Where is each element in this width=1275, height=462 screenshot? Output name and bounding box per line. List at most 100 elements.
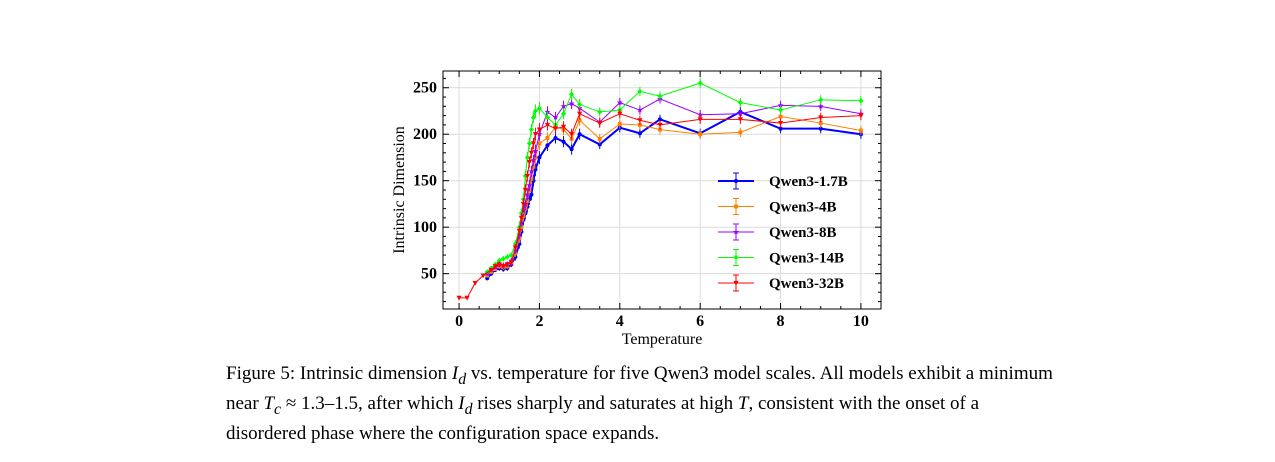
data-point	[737, 110, 744, 117]
y-tick-label: 150	[413, 173, 437, 190]
data-point	[537, 155, 542, 160]
data-point	[512, 245, 518, 251]
x-axis-label: Temperature	[622, 331, 703, 348]
data-point	[560, 111, 567, 117]
data-point	[737, 117, 743, 122]
data-point	[529, 176, 534, 181]
data-point	[537, 141, 542, 146]
data-point	[520, 207, 527, 213]
data-point	[778, 126, 783, 131]
data-point	[858, 113, 864, 119]
y-tick-label: 250	[413, 80, 437, 97]
legend-swatch-marker	[733, 254, 739, 261]
legend-label: Qwen3-32B	[769, 276, 844, 292]
data-point	[568, 132, 575, 137]
legend-swatch-marker	[734, 204, 738, 209]
legend-entry: Qwen3-4B	[718, 198, 837, 216]
data-point	[568, 100, 575, 107]
data-point	[552, 126, 559, 132]
data-point	[657, 117, 663, 122]
data-point	[569, 147, 574, 152]
data-point	[525, 199, 530, 204]
data-point	[777, 120, 784, 126]
legend-entry: Qwen3-14B	[718, 249, 844, 267]
data-point	[777, 107, 784, 113]
data-point	[858, 128, 863, 133]
data-point	[637, 131, 642, 136]
data-point	[520, 201, 526, 207]
caption-sym-T: T	[263, 392, 275, 414]
figure-caption: Figure 5: Intrinsic dimension Id vs. tem…	[226, 362, 1056, 446]
legend-entry: Qwen3-32B	[718, 274, 844, 292]
data-point	[544, 122, 551, 128]
x-tick-label: 4	[616, 313, 624, 330]
x-tick-label: 0	[455, 313, 463, 330]
data-point	[524, 154, 530, 161]
data-point	[544, 108, 551, 115]
caption-sym-T2: T	[737, 392, 749, 414]
data-point	[698, 132, 703, 137]
data-point	[577, 101, 583, 108]
legend-entry: Qwen3-1.7B	[718, 172, 848, 190]
caption-part2: vs. temperature for five Qwen3 model sca…	[226, 363, 1053, 414]
caption-sub-c: c	[274, 400, 282, 418]
legend-swatch-marker	[733, 228, 739, 235]
data-point	[472, 280, 478, 286]
data-point	[568, 91, 575, 97]
legend-swatch-marker	[733, 178, 739, 184]
data-point	[536, 127, 543, 133]
data-point	[657, 122, 663, 128]
data-point	[560, 124, 567, 130]
y-tick-label: 200	[413, 126, 437, 143]
data-point	[597, 142, 602, 147]
caption-sym-I2: I	[458, 392, 465, 414]
data-point	[536, 105, 543, 111]
data-point	[492, 264, 498, 269]
data-point	[553, 135, 558, 141]
data-point	[616, 99, 623, 106]
data-point	[858, 98, 864, 104]
data-point	[552, 114, 559, 121]
data-point	[524, 173, 530, 179]
x-tick-label: 8	[777, 313, 785, 330]
data-point	[480, 273, 486, 279]
data-point	[496, 262, 502, 267]
data-point	[636, 106, 643, 113]
series-Qwen3-32B	[456, 108, 864, 301]
data-point	[697, 111, 704, 118]
data-point	[500, 256, 506, 262]
data-point	[532, 147, 539, 154]
data-point	[597, 109, 603, 115]
series-layer	[456, 78, 864, 301]
data-point	[777, 102, 784, 108]
y-tick-label: 50	[421, 266, 437, 283]
legend-label: Qwen3-8B	[769, 225, 837, 241]
chart-figure: 0 2 4 6 8 10 50 100 150 200 250 Temperature Intrin…	[391, 70, 882, 348]
legend-label: Qwen3-1.7B	[769, 174, 848, 190]
data-point	[597, 120, 603, 126]
data-point	[530, 141, 537, 147]
data-point	[577, 111, 583, 117]
data-point	[617, 111, 623, 117]
data-point	[532, 132, 539, 137]
data-point	[528, 150, 535, 156]
data-point	[560, 103, 567, 109]
data-point	[617, 122, 622, 126]
data-point	[504, 254, 510, 260]
y-axis-label: Intrinsic Dimension	[391, 126, 408, 254]
legend-label: Qwen3-4B	[769, 200, 837, 216]
x-tick-label: 2	[535, 313, 543, 330]
data-point	[697, 117, 703, 122]
data-point	[545, 135, 550, 140]
data-point	[516, 228, 522, 234]
data-point	[657, 93, 663, 99]
data-point	[488, 267, 494, 273]
caption-sub-d2: d	[464, 400, 473, 418]
data-point	[529, 192, 534, 197]
y-tick-label: 100	[413, 219, 437, 236]
data-point	[818, 126, 823, 131]
x-tick-label: 6	[696, 313, 704, 330]
legend-label: Qwen3-14B	[769, 251, 844, 267]
data-point	[522, 200, 529, 207]
data-point	[500, 264, 506, 269]
